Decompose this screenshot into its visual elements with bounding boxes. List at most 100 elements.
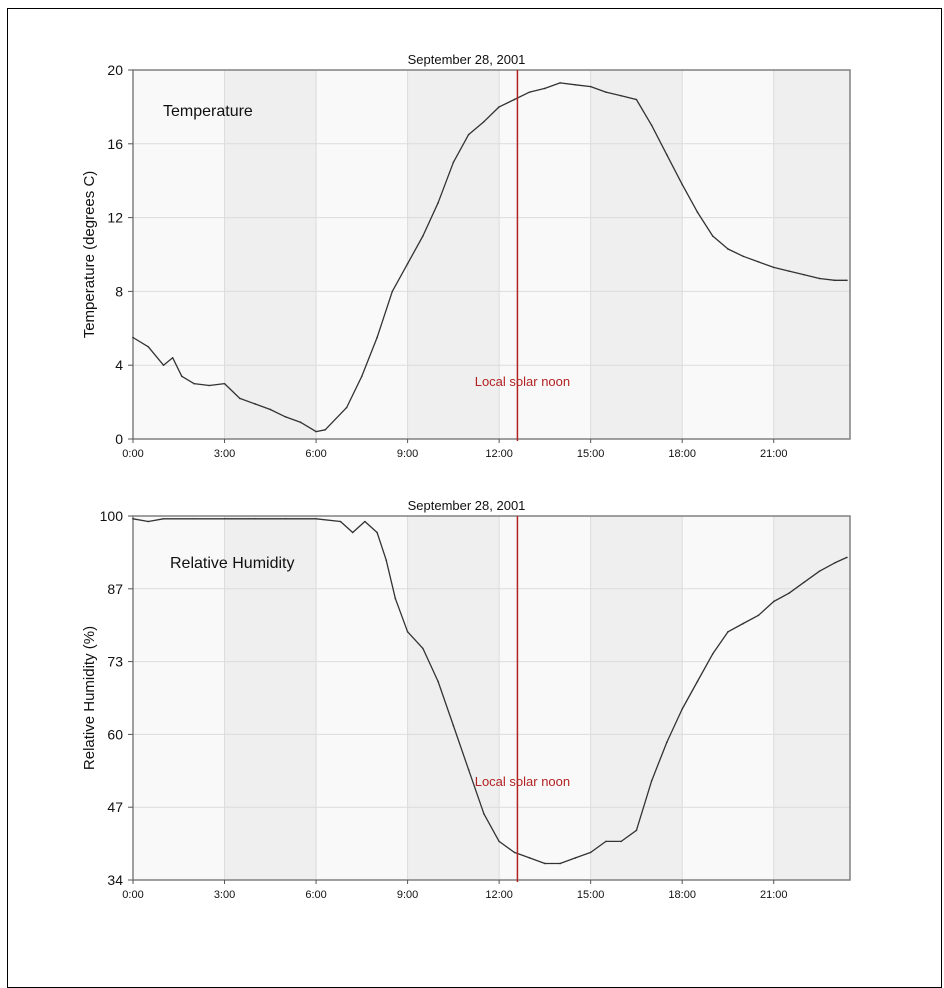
y-axis-label: Relative Humidity (%) — [81, 626, 98, 770]
y-tick-label: 8 — [115, 283, 123, 299]
series-annotation: Relative Humidity — [170, 555, 294, 572]
time-band — [590, 70, 683, 439]
data-point — [772, 600, 775, 603]
data-point — [254, 403, 256, 405]
data-point — [422, 235, 424, 237]
data-point — [574, 857, 577, 859]
y-tick-label: 47 — [107, 799, 123, 815]
data-point — [437, 680, 439, 683]
data-point — [284, 416, 287, 418]
data-point — [132, 517, 134, 520]
x-tick-label: 18:00 — [668, 448, 696, 460]
data-point — [422, 647, 424, 650]
data-point — [452, 161, 455, 164]
data-point — [437, 202, 439, 204]
data-point — [324, 428, 327, 431]
y-tick-label: 100 — [100, 508, 124, 524]
data-point — [666, 741, 668, 743]
data-point — [513, 98, 516, 101]
y-tick-label: 0 — [115, 431, 123, 447]
data-point — [498, 106, 500, 108]
x-tick-label: 9:00 — [397, 889, 418, 901]
data-point — [406, 262, 409, 265]
data-point — [394, 597, 397, 600]
x-tick-label: 0:00 — [122, 448, 143, 460]
chart-title: September 28, 2001 — [408, 498, 526, 513]
data-point — [483, 813, 485, 815]
data-point — [467, 768, 470, 771]
time-band — [407, 516, 500, 880]
data-point — [788, 592, 790, 595]
x-tick-label: 3:00 — [214, 448, 235, 460]
data-point — [833, 279, 836, 282]
data-point — [788, 270, 790, 272]
data-point — [574, 83, 577, 86]
data-point — [147, 520, 150, 523]
y-tick-label: 4 — [115, 357, 123, 373]
data-point — [696, 680, 699, 683]
x-tick-label: 6:00 — [305, 448, 326, 460]
data-point — [391, 290, 394, 293]
data-point — [696, 211, 699, 213]
time-band — [590, 516, 683, 880]
time-band — [773, 70, 850, 439]
data-point — [269, 408, 272, 411]
time-band — [407, 70, 500, 439]
data-point — [711, 653, 714, 655]
y-tick-label: 20 — [107, 62, 123, 78]
chart-1: 0:00 3:00 6:00 9:00 12:00 15:00 18:00 21:00 0 4 8 1… — [81, 52, 851, 460]
y-tick-label: 87 — [107, 581, 123, 597]
data-point — [406, 631, 409, 633]
data-point — [605, 91, 607, 93]
data-point — [589, 85, 592, 88]
data-point — [620, 95, 622, 97]
solar-noon-label: Local solar noon — [475, 374, 570, 389]
data-point — [803, 273, 806, 276]
x-tick-label: 15:00 — [577, 448, 605, 460]
data-point — [757, 261, 760, 263]
x-tick-label: 18:00 — [668, 889, 696, 901]
data-point — [193, 517, 195, 520]
data-point — [846, 279, 848, 282]
data-point — [376, 336, 378, 339]
data-point — [846, 556, 848, 559]
data-point — [544, 862, 546, 865]
data-point — [605, 840, 607, 843]
data-point — [757, 614, 760, 617]
data-point — [147, 345, 150, 348]
data-point — [528, 857, 531, 859]
data-point — [635, 98, 638, 101]
data-point — [345, 406, 348, 409]
data-point — [223, 517, 226, 520]
x-tick-label: 3:00 — [214, 889, 235, 901]
data-point — [339, 520, 342, 523]
data-point — [635, 829, 638, 832]
y-tick-label: 16 — [107, 136, 123, 152]
x-tick-label: 0:00 — [122, 889, 143, 901]
y-tick-label: 60 — [107, 726, 123, 742]
x-tick-label: 12:00 — [485, 889, 513, 901]
data-point — [193, 382, 195, 385]
data-point — [467, 133, 470, 136]
data-point — [385, 559, 388, 561]
data-point — [681, 183, 683, 186]
data-point — [666, 154, 668, 156]
data-point — [498, 840, 500, 843]
data-point — [620, 840, 622, 843]
data-point — [650, 779, 653, 782]
data-point — [528, 91, 531, 93]
data-point — [452, 724, 455, 727]
data-point — [818, 570, 821, 572]
chart-title: September 28, 2001 — [408, 52, 526, 67]
data-point — [650, 124, 653, 127]
y-tick-label: 73 — [107, 654, 123, 670]
data-point — [315, 517, 317, 520]
data-point — [351, 531, 354, 534]
plot-frame — [132, 515, 851, 881]
data-point — [772, 266, 775, 269]
data-point — [376, 531, 378, 534]
data-point — [742, 255, 745, 258]
y-tick-label: 12 — [107, 210, 123, 226]
data-point — [364, 520, 366, 523]
